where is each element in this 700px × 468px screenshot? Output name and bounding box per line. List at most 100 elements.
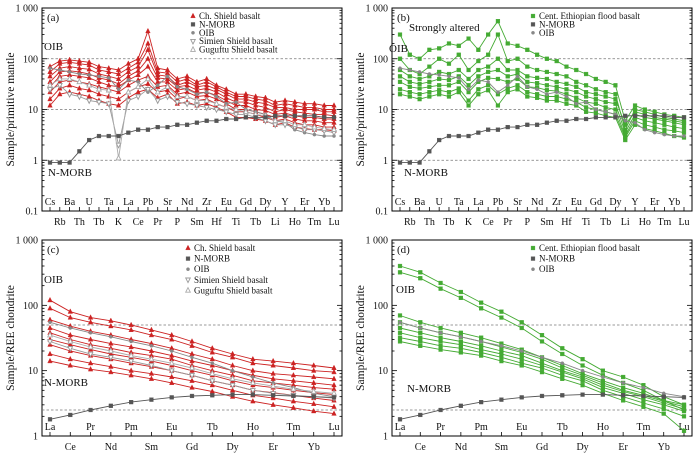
data-point: [613, 83, 618, 88]
data-point: [642, 122, 647, 127]
data-point: [535, 52, 540, 57]
data-point: [515, 74, 520, 79]
data-point: [499, 315, 504, 320]
y-tick-label: 100: [23, 54, 38, 65]
data-point: [87, 73, 91, 77]
data-point: [148, 363, 155, 370]
data-point: [458, 342, 463, 347]
data-point: [438, 347, 443, 352]
data-point: [148, 375, 155, 381]
data-point: [311, 367, 317, 373]
data-point: [476, 74, 481, 79]
data-point: [641, 400, 646, 406]
x-tick-label: Nd: [531, 197, 543, 208]
legend-label: OIB: [539, 264, 555, 274]
data-point: [311, 394, 316, 399]
data-point: [168, 359, 175, 366]
data-point: [418, 276, 423, 281]
series-line: [49, 57, 335, 117]
chart-panel-4: 1 10 100 1 000 Sample/REE chondrite La Ce Pr Nd P…: [355, 236, 693, 453]
legend-label: Guguftu Shield basalt: [199, 45, 278, 55]
data-point: [681, 115, 687, 120]
data-point: [397, 74, 403, 79]
data-point: [96, 133, 102, 139]
x-tick-label: Dy: [609, 197, 621, 208]
data-point: [495, 32, 501, 37]
y-tick-label: 1: [33, 156, 38, 167]
data-point: [57, 68, 62, 72]
data-point: [496, 90, 500, 94]
data-point: [169, 336, 175, 342]
data-point: [310, 387, 317, 394]
legend-marker: [191, 30, 195, 35]
data-point: [427, 84, 432, 89]
data-point: [519, 395, 524, 400]
data-point: [505, 74, 510, 79]
data-point: [593, 92, 598, 97]
data-point: [47, 160, 53, 165]
x-tick-label: Eu: [166, 422, 177, 433]
data-point: [641, 404, 646, 409]
data-point: [168, 368, 175, 375]
data-point: [108, 322, 114, 329]
data-point: [106, 76, 111, 80]
data-point: [210, 393, 215, 398]
series-line: [399, 88, 685, 142]
data-point: [554, 94, 559, 99]
data-point: [204, 90, 209, 94]
data-point: [544, 69, 549, 75]
data-point: [397, 160, 403, 165]
data-point: [539, 339, 545, 344]
data-point: [189, 342, 195, 348]
data-point: [397, 87, 403, 92]
series-12: [47, 113, 337, 165]
data-point: [291, 393, 296, 399]
x-tick-label: Ce: [65, 442, 77, 453]
data-point: [525, 74, 530, 79]
y-tick-label: 1: [383, 432, 388, 443]
data-point: [88, 407, 93, 413]
data-point: [427, 64, 432, 69]
data-point: [88, 330, 93, 335]
data-point: [47, 324, 53, 330]
data-point: [525, 94, 530, 99]
data-point: [128, 343, 134, 350]
data-point: [519, 357, 524, 362]
data-point: [108, 403, 113, 408]
data-point: [417, 86, 422, 91]
legend-marker: [190, 12, 196, 18]
data-point: [593, 110, 598, 116]
annotation: Strongly altered: [409, 22, 480, 34]
data-point: [407, 90, 412, 95]
data-point: [250, 359, 256, 366]
data-point: [95, 99, 102, 106]
data-point: [417, 70, 422, 74]
data-point: [223, 103, 230, 110]
data-point: [106, 133, 111, 139]
series-line: [400, 115, 684, 164]
series-9: [47, 357, 337, 416]
legend-label: N-MORB: [199, 19, 235, 29]
data-point: [600, 368, 605, 373]
data-point: [116, 87, 121, 92]
data-point: [672, 134, 677, 138]
data-point: [544, 56, 549, 61]
data-point: [76, 94, 83, 101]
data-point: [505, 67, 510, 73]
data-point: [223, 109, 230, 116]
data-point: [203, 105, 210, 112]
data-point: [56, 75, 63, 82]
data-point: [418, 320, 423, 325]
data-point: [438, 286, 443, 291]
y-tick-label: 1: [33, 432, 38, 443]
y-tick-label: 0.1: [26, 207, 39, 218]
data-point: [583, 116, 589, 122]
data-point: [456, 67, 461, 73]
data-point: [397, 263, 403, 269]
data-point: [77, 72, 82, 76]
data-point: [125, 88, 132, 95]
data-point: [169, 379, 175, 385]
data-point: [544, 83, 549, 88]
x-tick-label: Yb: [668, 197, 680, 208]
